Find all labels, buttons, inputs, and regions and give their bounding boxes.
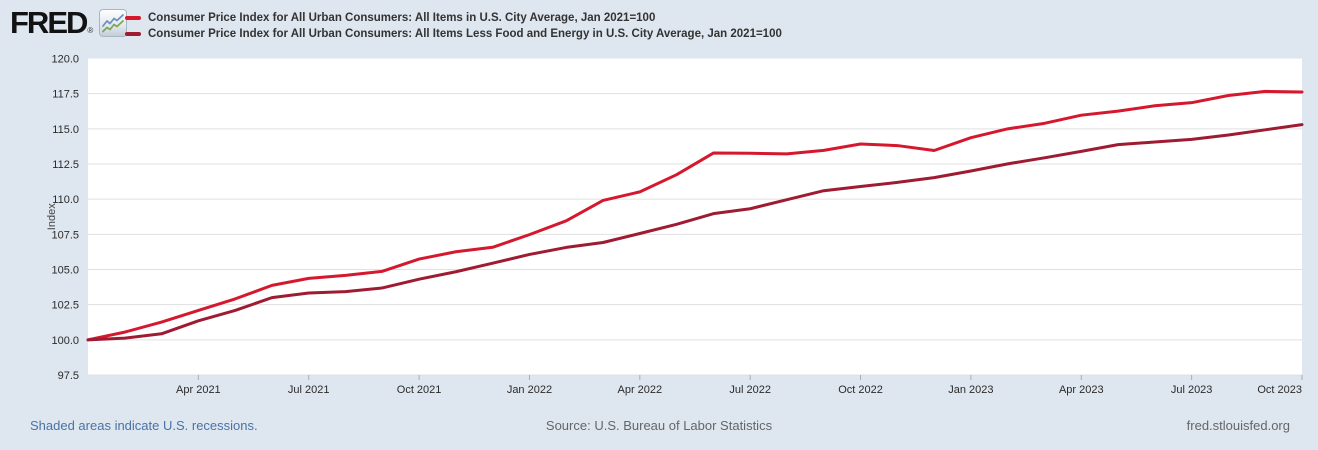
y-tick-label: 120.0 <box>51 54 79 66</box>
x-tick-label: Jul 2023 <box>1171 384 1213 396</box>
legend-item-cpi-core[interactable]: Consumer Price Index for All Urban Consu… <box>125 26 782 42</box>
fred-logo-text: FRED <box>10 5 88 40</box>
y-tick-label: 115.0 <box>52 124 79 136</box>
y-tick-label: 100.0 <box>51 335 79 347</box>
x-tick-label: Jan 2022 <box>507 384 552 396</box>
fred-sparkline-icon <box>99 9 128 37</box>
y-tick-label: 117.5 <box>52 89 79 101</box>
series-line-0[interactable] <box>86 89 1304 342</box>
source-link[interactable]: Source: U.S. Bureau of Labor Statistics <box>545 418 773 433</box>
x-tick-label: Apr 2022 <box>617 384 662 396</box>
x-tick-label: Apr 2021 <box>176 384 221 396</box>
x-tick-label: Apr 2023 <box>1059 384 1104 396</box>
fred-site-link[interactable]: fred.stlouisfed.org <box>1186 418 1290 433</box>
y-tick-label: 97.5 <box>58 370 79 382</box>
legend-swatch-all-items <box>125 16 141 20</box>
legend-label-core: Consumer Price Index for All Urban Consu… <box>148 28 782 40</box>
legend-item-cpi-all-items[interactable]: Consumer Price Index for All Urban Consu… <box>125 10 782 26</box>
y-tick-label: 112.5 <box>52 159 79 171</box>
recessions-note-link[interactable]: Shaded areas indicate U.S. recessions. <box>30 418 258 433</box>
x-tick-label: Jul 2022 <box>729 384 771 396</box>
x-tick-label: Oct 2022 <box>838 384 883 396</box>
y-tick-label: 110.0 <box>52 194 79 206</box>
chart-legend: Consumer Price Index for All Urban Consu… <box>125 10 782 42</box>
chart-canvas[interactable]: 97.5 100.0 102.5 105.0 107.5 110.0 112.5 115.0 1… <box>0 0 1318 410</box>
y-tick-label: 102.5 <box>51 300 79 312</box>
y-tick-label: 107.5 <box>51 229 79 241</box>
y-tick-label: 105.0 <box>51 265 79 277</box>
x-tick-label: Jan 2023 <box>948 384 993 396</box>
series-line-1[interactable] <box>86 123 1304 342</box>
x-tick-label: Oct 2021 <box>397 384 442 396</box>
registered-mark-icon: ® <box>87 26 94 35</box>
y-axis-title: Index <box>46 203 58 230</box>
plot-area[interactable] <box>88 58 1302 376</box>
fred-logo[interactable]: FRED ® <box>10 5 128 40</box>
x-tick-label: Oct 2023 <box>1257 384 1302 396</box>
legend-label-all-items: Consumer Price Index for All Urban Consu… <box>148 12 656 24</box>
legend-swatch-core <box>125 32 141 36</box>
x-tick-label: Jul 2021 <box>288 384 330 396</box>
